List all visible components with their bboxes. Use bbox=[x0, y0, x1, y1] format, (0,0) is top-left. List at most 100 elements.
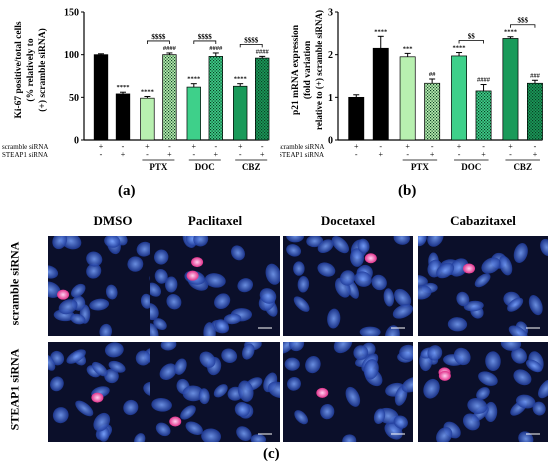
nucleus bbox=[123, 399, 139, 416]
ki67-positive-nucleus bbox=[57, 289, 70, 300]
p21-bar bbox=[372, 47, 389, 141]
nucleus bbox=[393, 236, 410, 245]
p21-bar bbox=[424, 82, 441, 141]
nucleus bbox=[525, 359, 543, 373]
ki67-scramble-sign: + bbox=[145, 142, 150, 151]
nucleus bbox=[174, 358, 187, 375]
nucleus bbox=[159, 363, 177, 380]
micrograph-paclitaxel-scramble bbox=[150, 236, 280, 336]
nucleus bbox=[418, 285, 432, 300]
nucleus bbox=[160, 342, 177, 351]
nucleus bbox=[500, 342, 522, 351]
p21-bar bbox=[348, 96, 365, 141]
ki67-sig-label: **** bbox=[117, 84, 130, 91]
nucleus bbox=[498, 255, 513, 276]
nucleus bbox=[293, 296, 310, 312]
nucleus bbox=[418, 236, 427, 247]
ki67-scramble-sign: - bbox=[214, 142, 217, 151]
nucleus bbox=[155, 422, 171, 437]
p21-sig-label: ## bbox=[429, 71, 436, 78]
ki67-sig-label: #### bbox=[256, 48, 270, 55]
nucleus bbox=[350, 248, 365, 267]
ki67-bar bbox=[93, 54, 109, 141]
nucleus bbox=[265, 263, 280, 285]
nucleus bbox=[423, 378, 440, 399]
ki67-row-label-scramble: scramble siRNA bbox=[2, 143, 48, 151]
nucleus bbox=[427, 345, 443, 361]
ki67-scramble-sign: + bbox=[192, 142, 197, 151]
p21-ylabel-line-1: p21 mRNA expression bbox=[291, 24, 301, 115]
ki67-ylabel-line-2: (% relatively to bbox=[25, 38, 36, 101]
col-title-paclitaxel: Paclitaxel bbox=[187, 213, 243, 228]
nucleus bbox=[333, 342, 353, 354]
nucleus bbox=[394, 288, 412, 307]
ki67-ytick-label: 150 bbox=[64, 8, 79, 19]
nucleus bbox=[317, 262, 336, 277]
col-title-docetaxel: Docetaxel bbox=[320, 213, 376, 228]
nucleus bbox=[286, 244, 302, 257]
p21-bar bbox=[502, 38, 519, 141]
nucleus bbox=[357, 238, 370, 254]
nucleus bbox=[223, 313, 242, 325]
p21-scramble-sign: - bbox=[431, 142, 434, 151]
micrograph-docetaxel-scramble bbox=[283, 236, 413, 336]
nucleus bbox=[104, 368, 119, 384]
nucleus bbox=[449, 258, 469, 277]
nucleus bbox=[317, 239, 334, 254]
row-title-steap1: STEAP1 siRNA bbox=[7, 348, 22, 431]
nucleus bbox=[89, 298, 110, 311]
nucleus bbox=[289, 342, 305, 352]
nucleus bbox=[286, 236, 305, 243]
col-title-cabazitaxel: Cabazitaxel bbox=[450, 213, 516, 228]
p21-bracket-label: $$$ bbox=[517, 17, 528, 25]
p21-steap1-sign: - bbox=[355, 150, 358, 159]
p21-ylabel-line-2: (fold variation bbox=[302, 40, 313, 99]
ki67-ylabel-line-1: Ki-67 positive/total cells bbox=[14, 21, 24, 118]
nucleus bbox=[283, 342, 296, 354]
nucleus bbox=[193, 236, 209, 247]
nucleus bbox=[393, 415, 408, 429]
nucleus bbox=[185, 421, 203, 436]
nucleus bbox=[528, 295, 543, 316]
nucleus bbox=[93, 412, 111, 432]
nucleus bbox=[293, 261, 305, 276]
panel-label-b: (b) bbox=[398, 183, 417, 199]
nucleus bbox=[354, 271, 372, 287]
nucleus bbox=[237, 380, 254, 402]
ki67-bar bbox=[140, 97, 155, 141]
p21-steap1-sign: - bbox=[406, 150, 409, 159]
nucleus bbox=[436, 262, 455, 279]
p21-bar bbox=[527, 82, 543, 141]
nucleus bbox=[150, 303, 159, 321]
ki67-bracket bbox=[239, 43, 263, 48]
ki67-steap1-sign: + bbox=[167, 150, 172, 159]
col-title-dmso: DMSO bbox=[93, 213, 133, 228]
nucleus bbox=[71, 283, 86, 298]
ki67-positive-nucleus bbox=[186, 270, 199, 281]
p21-bar bbox=[399, 56, 416, 141]
nucleus bbox=[284, 357, 300, 371]
ki67-sig-label: #### bbox=[209, 45, 223, 52]
ki67-bar bbox=[186, 86, 201, 141]
p21-scramble-sign: - bbox=[379, 142, 382, 151]
nucleus bbox=[481, 257, 501, 274]
p21-ytick-label: 1 bbox=[328, 93, 333, 104]
nucleus bbox=[331, 236, 349, 254]
ki67-sig-label: **** bbox=[187, 76, 200, 83]
p21-sig-label: #### bbox=[477, 77, 491, 84]
nucleus bbox=[345, 386, 361, 407]
nucleus bbox=[532, 401, 546, 416]
nucleus bbox=[221, 348, 238, 363]
nucleus bbox=[399, 344, 413, 361]
ki67-bracket-label: $$$$ bbox=[198, 33, 213, 41]
p21-ytick-label: 0 bbox=[328, 136, 333, 147]
p21-steap1-sign: - bbox=[509, 150, 512, 159]
ki67-positive-nucleus bbox=[316, 387, 329, 398]
micrograph-cabazitaxel-scramble bbox=[418, 236, 548, 336]
p21-ytick-label: 3 bbox=[328, 8, 333, 19]
nucleus bbox=[214, 319, 229, 333]
ki67-scramble-sign: + bbox=[99, 142, 104, 151]
p21-sig-label: **** bbox=[504, 29, 517, 36]
nucleus bbox=[267, 381, 280, 399]
nucleus bbox=[474, 273, 491, 288]
